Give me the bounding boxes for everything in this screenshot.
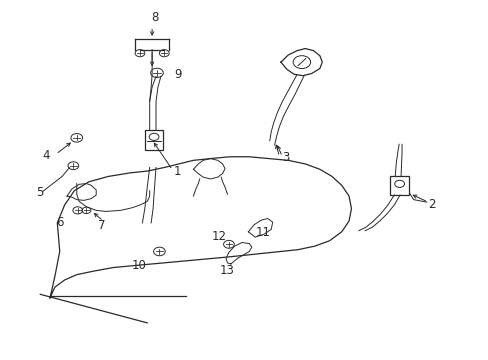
Text: 1: 1 xyxy=(174,165,181,177)
Text: 6: 6 xyxy=(56,216,63,229)
Text: 8: 8 xyxy=(151,11,158,24)
Text: 5: 5 xyxy=(36,186,44,199)
Text: 11: 11 xyxy=(255,226,270,239)
Text: 2: 2 xyxy=(427,198,435,211)
Text: 4: 4 xyxy=(42,149,50,162)
Text: 7: 7 xyxy=(98,219,105,232)
Bar xyxy=(389,176,408,195)
Text: 13: 13 xyxy=(219,264,234,276)
Text: 10: 10 xyxy=(131,258,146,271)
Text: 9: 9 xyxy=(174,68,181,81)
Bar xyxy=(144,130,163,150)
Text: 12: 12 xyxy=(211,230,226,243)
Text: 3: 3 xyxy=(282,151,289,165)
